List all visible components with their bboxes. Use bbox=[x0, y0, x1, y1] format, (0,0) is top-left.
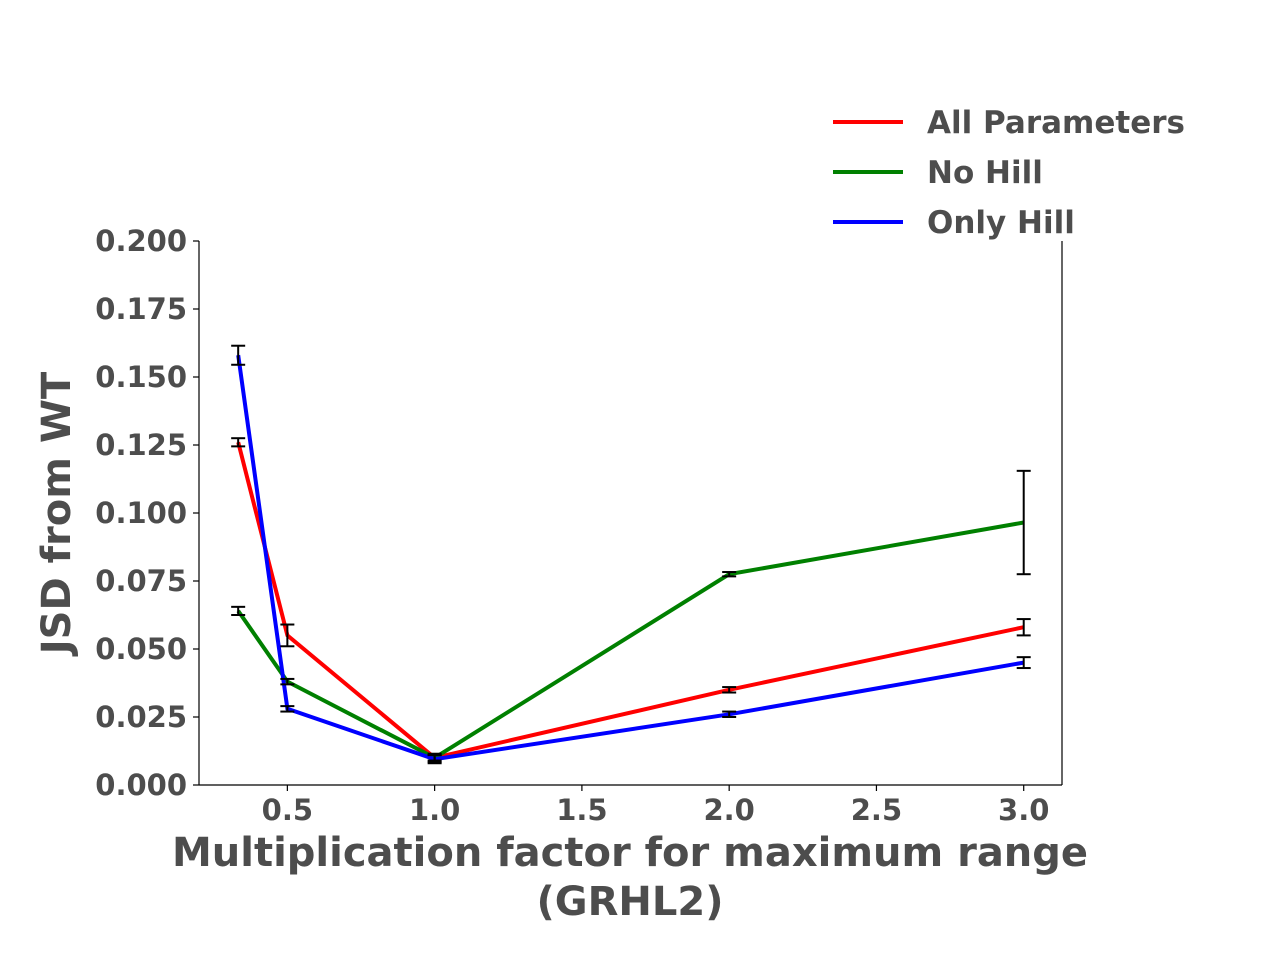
x-ticks: 0.5 1.0 1.5 2.0 2.5 3.0 bbox=[262, 785, 1049, 827]
y-axis-title: JSD from WT bbox=[34, 371, 80, 657]
x-axis-title-line1: Multiplication factor for maximum range bbox=[172, 830, 1088, 876]
error-bar bbox=[722, 571, 737, 578]
error-bar bbox=[1016, 618, 1031, 637]
x-tick-label: 3.0 bbox=[998, 793, 1049, 827]
legend-label: Only Hill bbox=[927, 205, 1075, 241]
legend-label: No Hill bbox=[927, 155, 1043, 191]
y-tick-label: 0.075 bbox=[95, 564, 187, 598]
x-tick-label: 2.5 bbox=[851, 793, 902, 827]
y-tick-label: 0.000 bbox=[95, 768, 187, 802]
x-tick-label: 0.5 bbox=[262, 793, 313, 827]
error-bar bbox=[231, 344, 246, 366]
legend-item-no-hill: No Hill bbox=[833, 155, 1043, 191]
series-lines bbox=[236, 354, 1025, 762]
legend-item-all-parameters: All Parameters bbox=[833, 105, 1185, 141]
y-tick-label: 0.175 bbox=[95, 292, 187, 326]
y-tick-label: 0.025 bbox=[95, 700, 187, 734]
series-line-only-hill bbox=[236, 354, 1025, 762]
error-bar bbox=[280, 623, 295, 648]
error-bar bbox=[722, 710, 737, 718]
x-tick-label: 2.0 bbox=[703, 793, 754, 827]
x-tick-label: 1.5 bbox=[556, 793, 607, 827]
y-tick-label: 0.125 bbox=[95, 428, 187, 462]
legend: All Parameters No Hill Only Hill bbox=[833, 105, 1185, 241]
legend-item-only-hill: Only Hill bbox=[833, 205, 1075, 241]
error-bar bbox=[280, 705, 295, 713]
legend-label: All Parameters bbox=[927, 105, 1185, 141]
x-tick-label: 1.0 bbox=[409, 793, 460, 827]
error-bars bbox=[231, 344, 1031, 765]
series-line-no-hill bbox=[236, 520, 1025, 761]
error-bar bbox=[280, 677, 295, 686]
error-bar bbox=[722, 686, 737, 694]
y-tick-label: 0.200 bbox=[95, 224, 187, 258]
error-bar bbox=[231, 437, 246, 448]
error-bar bbox=[1016, 469, 1031, 576]
y-tick-label: 0.100 bbox=[95, 496, 187, 530]
error-bar bbox=[427, 754, 442, 765]
y-ticks: 0.000 0.025 0.050 0.075 0.100 0.125 0.150 0.175… bbox=[95, 224, 199, 802]
series-line-all-parameters bbox=[236, 441, 1025, 760]
x-axis-title-line2: (GRHL2) bbox=[537, 879, 724, 925]
y-tick-label: 0.150 bbox=[95, 360, 187, 394]
y-tick-label: 0.050 bbox=[95, 632, 187, 666]
error-bar bbox=[231, 605, 246, 616]
error-bar bbox=[1016, 656, 1031, 670]
